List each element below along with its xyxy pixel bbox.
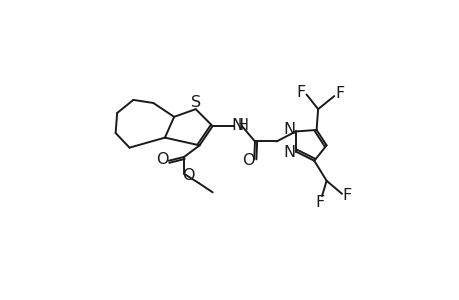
Text: O: O <box>241 153 254 168</box>
Text: O: O <box>156 152 168 167</box>
Text: F: F <box>296 85 305 100</box>
Text: F: F <box>334 86 344 101</box>
Text: N: N <box>283 145 295 160</box>
Text: F: F <box>342 188 351 203</box>
Text: N: N <box>231 118 243 133</box>
Text: O: O <box>182 168 195 183</box>
Text: S: S <box>191 95 201 110</box>
Text: H: H <box>237 118 248 133</box>
Text: F: F <box>315 195 325 210</box>
Text: N: N <box>283 122 295 137</box>
